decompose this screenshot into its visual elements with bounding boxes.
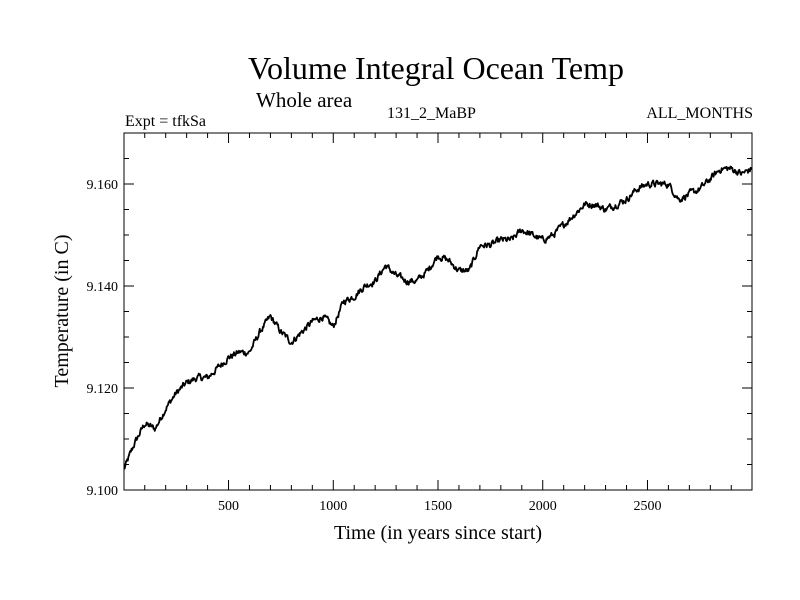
x-tick-label: 1500 [424,499,452,514]
y-tick-label: 9.120 [87,382,119,397]
x-tick-label: 500 [218,499,239,514]
y-tick-label: 9.160 [87,178,119,193]
run-label: 131_2_MaBP [387,105,476,122]
y-tick-label: 9.100 [87,484,119,499]
x-tick-label: 2000 [529,499,557,514]
x-tick-label: 1000 [319,499,347,514]
experiment-label: Expt = tfkSa [125,113,207,130]
series-line [123,165,753,470]
x-tick-label: 2500 [633,499,661,514]
axis-ticks: 500 1000 1500 2000 2500 9.100 9.120 9.140 9.160 [87,133,752,514]
chart-title: Volume Integral Ocean Temp [247,50,624,86]
chart-subtitle: Whole area [256,88,353,112]
x-axis-label: Time (in years since start) [333,522,543,544]
months-label: ALL_MONTHS [646,105,753,122]
series-layer [123,165,753,470]
plot-frame [123,132,753,491]
y-tick-label: 9.140 [87,280,119,295]
